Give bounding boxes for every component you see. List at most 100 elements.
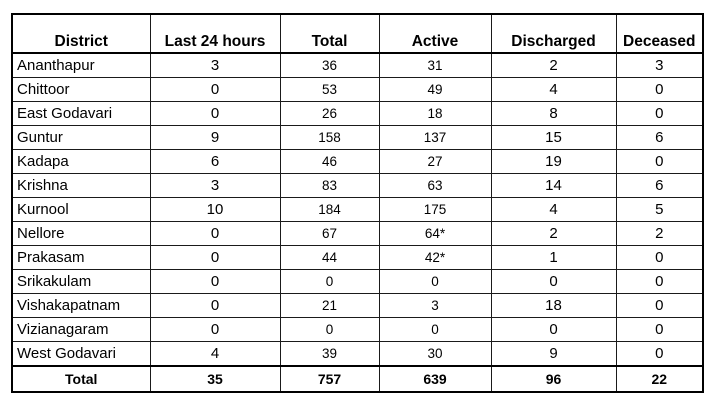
- cell-total: 0: [279, 269, 380, 294]
- cell-active: 30: [378, 341, 492, 367]
- table-body: Ananthapur 3 36 31 2 3 Chittoor 0 53 49 4 0 East God…: [11, 52, 704, 367]
- header-total: Total: [279, 13, 380, 54]
- cell-district: Vizianagaram: [11, 317, 151, 342]
- cell-discharged: 0: [490, 269, 617, 294]
- cell-last-24-hours: 0: [149, 77, 281, 102]
- table-row: Vishakapatnam 0 21 3 18 0: [11, 293, 704, 318]
- totals-discharged: 96: [490, 365, 617, 393]
- table-row: Kadapa 6 46 27 19 0: [11, 149, 704, 174]
- totals-total: 757: [279, 365, 380, 393]
- cell-active: 0: [378, 317, 492, 342]
- cell-total: 184: [279, 197, 380, 222]
- cell-total: 46: [279, 149, 380, 174]
- header-last-24-hours: Last 24 hours: [149, 13, 281, 54]
- cell-active: 63: [378, 173, 492, 198]
- header-discharged: Discharged: [490, 13, 617, 54]
- cell-active: 49: [378, 77, 492, 102]
- header-active: Active: [378, 13, 492, 54]
- cell-total: 39: [279, 341, 380, 367]
- cell-district: Prakasam: [11, 245, 151, 270]
- cell-total: 53: [279, 77, 380, 102]
- cell-last-24-hours: 3: [149, 173, 281, 198]
- cell-discharged: 15: [490, 125, 617, 150]
- header-row: District Last 24 hours Total Active Disc…: [11, 13, 704, 54]
- cell-active: 0: [378, 269, 492, 294]
- cell-district: Krishna: [11, 173, 151, 198]
- table-row: Guntur 9 158 137 15 6: [11, 125, 704, 150]
- cell-total: 0: [279, 317, 380, 342]
- cell-active: 31: [378, 52, 492, 78]
- cell-active: 42*: [378, 245, 492, 270]
- table-row: Vizianagaram 0 0 0 0 0: [11, 317, 704, 342]
- cell-last-24-hours: 0: [149, 293, 281, 318]
- cell-discharged: 18: [490, 293, 617, 318]
- cell-deceased: 6: [615, 173, 704, 198]
- cell-district: Guntur: [11, 125, 151, 150]
- cell-district: Kurnool: [11, 197, 151, 222]
- cell-total: 36: [279, 52, 380, 78]
- table-row: West Godavari 4 39 30 9 0: [11, 341, 704, 367]
- cell-discharged: 2: [490, 221, 617, 246]
- cell-last-24-hours: 0: [149, 101, 281, 126]
- cell-discharged: 2: [490, 52, 617, 78]
- cell-active: 64*: [378, 221, 492, 246]
- cell-deceased: 0: [615, 317, 704, 342]
- cell-last-24-hours: 3: [149, 52, 281, 78]
- cell-discharged: 0: [490, 317, 617, 342]
- cell-deceased: 0: [615, 149, 704, 174]
- cell-deceased: 0: [615, 101, 704, 126]
- cell-discharged: 8: [490, 101, 617, 126]
- table-footer: Total 35 757 639 96 22: [11, 365, 704, 393]
- cell-total: 158: [279, 125, 380, 150]
- cell-active: 18: [378, 101, 492, 126]
- totals-active: 639: [378, 365, 492, 393]
- cell-discharged: 4: [490, 77, 617, 102]
- cell-district: West Godavari: [11, 341, 151, 367]
- cell-district: Kadapa: [11, 149, 151, 174]
- cell-active: 27: [378, 149, 492, 174]
- cell-discharged: 19: [490, 149, 617, 174]
- totals-last-24-hours: 35: [149, 365, 281, 393]
- table-row: Nellore 0 67 64* 2 2: [11, 221, 704, 246]
- cell-district: Srikakulam: [11, 269, 151, 294]
- cell-total: 67: [279, 221, 380, 246]
- table-row: Kurnool 10 184 175 4 5: [11, 197, 704, 222]
- header-district: District: [11, 13, 151, 54]
- cell-deceased: 0: [615, 245, 704, 270]
- cell-deceased: 0: [615, 77, 704, 102]
- cell-last-24-hours: 6: [149, 149, 281, 174]
- cell-deceased: 6: [615, 125, 704, 150]
- cell-discharged: 9: [490, 341, 617, 367]
- table-row: Prakasam 0 44 42* 1 0: [11, 245, 704, 270]
- cell-last-24-hours: 0: [149, 317, 281, 342]
- cell-district: Vishakapatnam: [11, 293, 151, 318]
- cell-total: 21: [279, 293, 380, 318]
- table-row: Srikakulam 0 0 0 0 0: [11, 269, 704, 294]
- cell-active: 3: [378, 293, 492, 318]
- table-header: District Last 24 hours Total Active Disc…: [11, 13, 704, 54]
- cell-active: 137: [378, 125, 492, 150]
- cell-active: 175: [378, 197, 492, 222]
- cell-deceased: 0: [615, 341, 704, 367]
- cell-last-24-hours: 4: [149, 341, 281, 367]
- cell-total: 83: [279, 173, 380, 198]
- district-cases-table: District Last 24 hours Total Active Disc…: [11, 13, 704, 393]
- cell-district: East Godavari: [11, 101, 151, 126]
- cell-discharged: 14: [490, 173, 617, 198]
- cell-last-24-hours: 10: [149, 197, 281, 222]
- cell-total: 44: [279, 245, 380, 270]
- cell-district: Chittoor: [11, 77, 151, 102]
- cell-district: Ananthapur: [11, 52, 151, 78]
- cell-last-24-hours: 0: [149, 269, 281, 294]
- totals-label: Total: [11, 365, 151, 393]
- totals-row: Total 35 757 639 96 22: [11, 365, 704, 393]
- cell-last-24-hours: 0: [149, 221, 281, 246]
- cell-last-24-hours: 0: [149, 245, 281, 270]
- cell-deceased: 2: [615, 221, 704, 246]
- table-row: Chittoor 0 53 49 4 0: [11, 77, 704, 102]
- table-row: Ananthapur 3 36 31 2 3: [11, 52, 704, 78]
- cell-district: Nellore: [11, 221, 151, 246]
- cell-deceased: 0: [615, 293, 704, 318]
- cell-deceased: 3: [615, 52, 704, 78]
